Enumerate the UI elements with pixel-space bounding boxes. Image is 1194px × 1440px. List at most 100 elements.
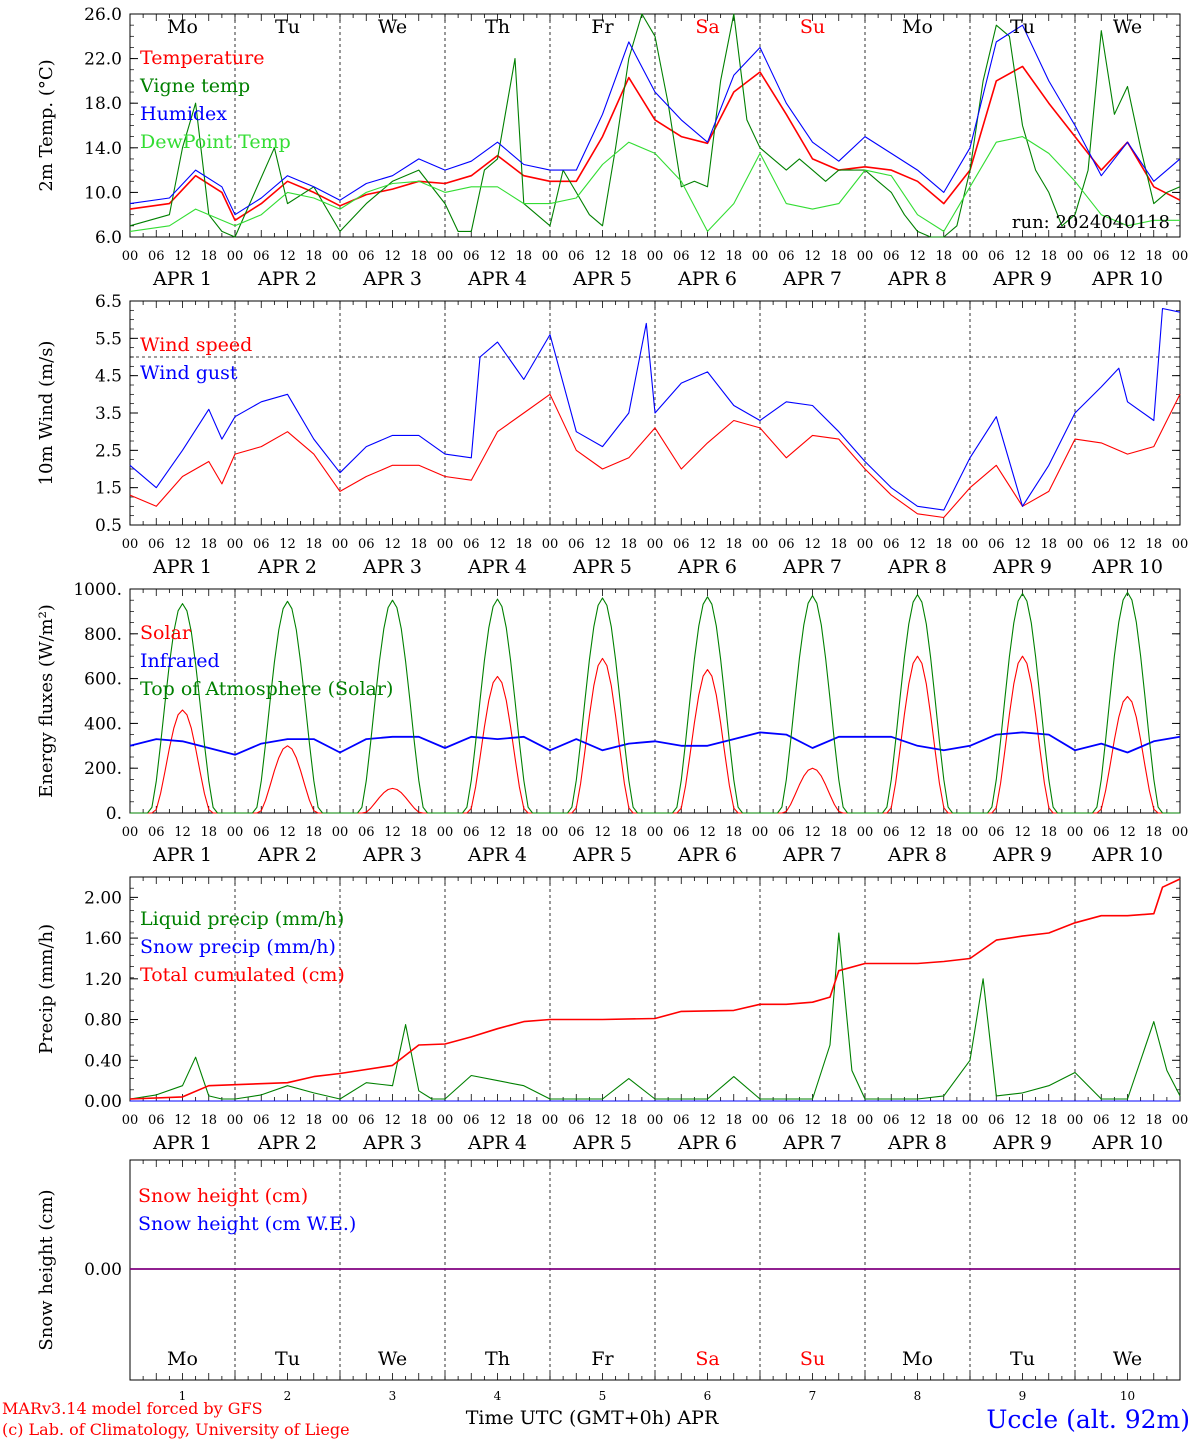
hour-tick-label: 00 — [1067, 825, 1084, 840]
y-axis-label: 2m Temp. (°C) — [36, 59, 57, 191]
hour-tick-label: 06 — [883, 537, 900, 552]
y-tick-label: 22.0 — [84, 50, 122, 70]
hour-tick-label: 12 — [804, 537, 821, 552]
hour-tick-label: 12 — [1119, 249, 1136, 264]
hour-tick-label: 06 — [148, 537, 165, 552]
legend-entry: Total cumulated (cm) — [140, 964, 345, 986]
y-tick-label: 0.80 — [84, 1011, 122, 1031]
hour-tick-label: 12 — [174, 249, 191, 264]
hour-tick-label: 12 — [594, 1113, 611, 1128]
y-tick-label: 2.00 — [84, 888, 122, 908]
hour-tick-label: 12 — [489, 825, 506, 840]
hour-tick-label: 12 — [1014, 537, 1031, 552]
hour-tick-label: 12 — [1014, 249, 1031, 264]
hour-tick-label: 06 — [568, 1113, 585, 1128]
hour-tick-label: 00 — [332, 249, 349, 264]
hour-tick-label: 00 — [332, 825, 349, 840]
hour-tick-label: 00 — [332, 1113, 349, 1128]
legend-entry: DewPoint Temp — [140, 131, 291, 153]
day-name: Su — [800, 16, 825, 38]
date-label: APR 9 — [992, 844, 1052, 866]
hour-tick-label: 12 — [489, 537, 506, 552]
hour-tick-label: 12 — [279, 537, 296, 552]
y-tick-label: 6.0 — [95, 228, 122, 248]
panel-2: 6.5 5.5 4.5 3.5 2.5 1.5 0.5 10m Wind (m/s) Wind … — [36, 292, 1188, 578]
day-name: We — [1113, 1348, 1142, 1370]
hour-tick-label: 06 — [358, 1113, 375, 1128]
hour-tick-label: 00 — [1172, 249, 1189, 264]
hour-tick-label: 06 — [1093, 1113, 1110, 1128]
hour-tick-label: 06 — [463, 249, 480, 264]
hour-tick-label: 06 — [568, 249, 585, 264]
hour-tick-label: 06 — [148, 1113, 165, 1128]
date-label: APR 5 — [572, 844, 632, 866]
hour-tick-label: 00 — [962, 249, 979, 264]
hour-tick-label: 00 — [752, 249, 769, 264]
date-label: APR 1 — [152, 1132, 212, 1154]
hour-tick-label: 18 — [1145, 825, 1162, 840]
hour-tick-label: 00 — [962, 537, 979, 552]
hour-tick-label: 00 — [227, 825, 244, 840]
date-label: APR 10 — [1091, 556, 1163, 578]
day-name: Th — [485, 1348, 510, 1370]
date-label: APR 1 — [152, 556, 212, 578]
hour-tick-label: 18 — [620, 1113, 637, 1128]
hour-tick-label: 06 — [778, 249, 795, 264]
hour-tick-label: 18 — [200, 249, 217, 264]
day-number: 5 — [599, 1389, 607, 1403]
y-axis-label: Energy fluxes (W/m²) — [36, 604, 57, 798]
y-tick-label: 0.40 — [84, 1051, 122, 1071]
hour-tick-label: 18 — [725, 249, 742, 264]
hour-tick-label: 06 — [1093, 825, 1110, 840]
hour-tick-label: 18 — [410, 537, 427, 552]
hour-tick-label: 18 — [200, 825, 217, 840]
hour-tick-label: 00 — [752, 537, 769, 552]
hour-tick-label: 12 — [909, 825, 926, 840]
day-name: Fr — [591, 1348, 614, 1370]
hour-tick-label: 06 — [253, 1113, 270, 1128]
y-tick-label: 1.20 — [84, 970, 122, 990]
hour-tick-label: 06 — [463, 1113, 480, 1128]
hour-tick-label: 00 — [857, 1113, 874, 1128]
date-label: APR 2 — [257, 1132, 317, 1154]
hour-tick-label: 00 — [1067, 249, 1084, 264]
hour-tick-label: 06 — [148, 249, 165, 264]
hour-tick-label: 00 — [437, 537, 454, 552]
hour-tick-label: 18 — [515, 1113, 532, 1128]
day-number: 7 — [809, 1389, 817, 1403]
day-number: 10 — [1120, 1389, 1135, 1403]
hour-tick-label: 18 — [620, 537, 637, 552]
hour-tick-label: 18 — [725, 1113, 742, 1128]
hour-tick-label: 18 — [830, 825, 847, 840]
hour-tick-label: 06 — [988, 537, 1005, 552]
hour-tick-label: 18 — [830, 1113, 847, 1128]
legend-entry: Wind speed — [140, 334, 252, 356]
y-tick-label: 0.00 — [84, 1260, 122, 1280]
date-label: APR 5 — [572, 1132, 632, 1154]
y-tick-label: 2.5 — [95, 441, 122, 461]
day-name: Mo — [902, 1348, 933, 1370]
hour-tick-label: 18 — [725, 825, 742, 840]
hour-tick-label: 06 — [988, 825, 1005, 840]
day-name: Tu — [1010, 1348, 1035, 1370]
date-label: APR 8 — [887, 556, 947, 578]
y-tick-label: 400. — [84, 714, 122, 734]
hour-tick-label: 18 — [515, 249, 532, 264]
hour-tick-label: 12 — [594, 249, 611, 264]
hour-tick-label: 06 — [883, 1113, 900, 1128]
y-tick-label: 26.0 — [84, 5, 122, 25]
hour-tick-label: 12 — [1119, 537, 1136, 552]
hour-tick-label: 06 — [1093, 537, 1110, 552]
hour-tick-label: 00 — [227, 1113, 244, 1128]
hour-tick-label: 18 — [1040, 249, 1057, 264]
hour-tick-label: 18 — [935, 249, 952, 264]
footer-model: MARv3.14 model forced by GFS — [2, 1399, 263, 1418]
hour-tick-label: 00 — [437, 249, 454, 264]
hour-tick-label: 18 — [935, 1113, 952, 1128]
y-tick-label: 600. — [84, 670, 122, 690]
day-name: Su — [800, 1348, 825, 1370]
date-label: APR 10 — [1091, 844, 1163, 866]
hour-tick-label: 06 — [358, 537, 375, 552]
date-label: APR 9 — [992, 268, 1052, 290]
